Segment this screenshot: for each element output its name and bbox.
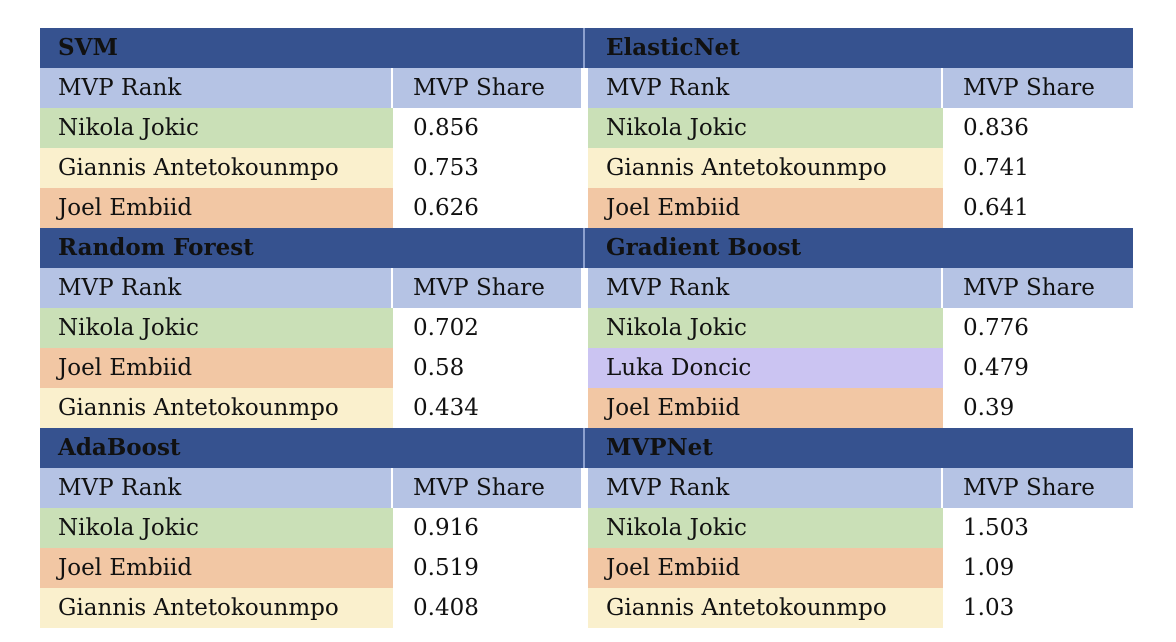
mvp-share-cell: 0.916 [393,508,581,548]
table-row: Joel Embiid 0.58 Luka Doncic 0.479 [40,348,1133,388]
player-name-cell: Joel Embiid [40,548,393,588]
table-gutter [581,588,588,628]
section-title: SVM [40,28,581,68]
section-title-row: SVM ElasticNet [40,28,1133,68]
mvp-share-cell: 0.641 [943,188,1133,228]
player-name-cell: Giannis Antetokounmpo [588,588,943,628]
mvp-share-cell: 0.434 [393,388,581,428]
column-header-half: MVP Rank MVP Share [40,68,581,108]
table-row: Nikola Jokic 0.916 Nikola Jokic 1.503 [40,508,1133,548]
column-header-share: MVP Share [963,475,1095,501]
column-header-half: MVP Rank MVP Share [588,68,1133,108]
player-name-cell: Nikola Jokic [588,108,943,148]
player-name-cell: Giannis Antetokounmpo [40,388,393,428]
section-title-divider [581,228,588,268]
mvp-share-cell: 0.753 [393,148,581,188]
player-name-cell: Joel Embiid [588,188,943,228]
section-title: AdaBoost [40,428,581,468]
mvp-share-cell: 0.856 [393,108,581,148]
column-header-row: MVP Rank MVP Share MVP Rank MVP Share [40,468,1133,508]
section-title: Random Forest [40,228,581,268]
section-title: ElasticNet [588,28,1133,68]
column-header-row: MVP Rank MVP Share MVP Rank MVP Share [40,268,1133,308]
player-name-cell: Joel Embiid [588,388,943,428]
player-name-cell: Nikola Jokic [588,308,943,348]
table-gutter [581,348,588,388]
table-row: Joel Embiid 0.626 Joel Embiid 0.641 [40,188,1133,228]
column-header-share: MVP Share [413,475,545,501]
table-gutter [581,388,588,428]
section-title-row: Random Forest Gradient Boost [40,228,1133,268]
player-name-cell: Joel Embiid [40,348,393,388]
column-header-rank: MVP Rank [606,75,730,101]
column-header-rank: MVP Rank [58,475,182,501]
mvp-share-cell: 0.408 [393,588,581,628]
player-name-cell: Giannis Antetokounmpo [40,148,393,188]
mvp-share-cell: 0.776 [943,308,1133,348]
column-header-share: MVP Share [413,75,545,101]
section-title-row: AdaBoost MVPNet [40,428,1133,468]
table-row: Nikola Jokic 0.856 Nikola Jokic 0.836 [40,108,1133,148]
table-row: Giannis Antetokounmpo 0.408 Giannis Anteto… [40,588,1133,628]
player-name-cell: Joel Embiid [588,548,943,588]
mvp-share-cell: 1.09 [943,548,1133,588]
mvp-share-cell: 0.58 [393,348,581,388]
column-header-share: MVP Share [963,75,1095,101]
section-title-divider [581,28,588,68]
table-gutter [581,108,588,148]
column-separator [391,468,393,508]
mvp-share-cell: 0.479 [943,348,1133,388]
table-row: Nikola Jokic 0.702 Nikola Jokic 0.776 [40,308,1133,348]
mvp-share-cell: 0.626 [393,188,581,228]
mvp-share-cell: 0.741 [943,148,1133,188]
section-title: MVPNet [588,428,1133,468]
player-name-cell: Nikola Jokic [40,308,393,348]
mvp-share-cell: 0.836 [943,108,1133,148]
table-row: Giannis Antetokounmpo 0.753 Giannis Anteto… [40,148,1133,188]
column-header-share: MVP Share [413,275,545,301]
column-header-half: MVP Rank MVP Share [588,468,1133,508]
column-separator [391,68,393,108]
mvp-share-cell: 1.03 [943,588,1133,628]
section-title: Gradient Boost [588,228,1133,268]
mvp-share-cell: 1.503 [943,508,1133,548]
table-gutter [581,468,588,508]
column-header-rank: MVP Rank [58,75,182,101]
player-name-cell: Nikola Jokic [40,508,393,548]
table-gutter [581,268,588,308]
table-gutter [581,548,588,588]
column-header-rank: MVP Rank [606,275,730,301]
table-gutter [581,68,588,108]
player-name-cell: Luka Doncic [588,348,943,388]
player-name-cell: Nikola Jokic [588,508,943,548]
column-header-rank: MVP Rank [58,275,182,301]
column-separator [391,268,393,308]
column-header-share: MVP Share [963,275,1095,301]
player-name-cell: Joel Embiid [40,188,393,228]
player-name-cell: Giannis Antetokounmpo [40,588,393,628]
column-header-half: MVP Rank MVP Share [40,468,581,508]
table-gutter [581,508,588,548]
column-header-rank: MVP Rank [606,475,730,501]
column-header-half: MVP Rank MVP Share [588,268,1133,308]
mvp-share-cell: 0.702 [393,308,581,348]
player-name-cell: Giannis Antetokounmpo [588,148,943,188]
section-title-divider [581,428,588,468]
table-row: Giannis Antetokounmpo 0.434 Joel Embiid 0.3… [40,388,1133,428]
mvp-model-comparison-table: SVM ElasticNet MVP Rank MVP Share MVP Rank MV… [40,28,1133,628]
table-gutter [581,308,588,348]
column-separator [941,268,943,308]
table-gutter [581,148,588,188]
column-header-row: MVP Rank MVP Share MVP Rank MVP Share [40,68,1133,108]
column-separator [941,468,943,508]
player-name-cell: Nikola Jokic [40,108,393,148]
column-separator [941,68,943,108]
mvp-share-cell: 0.39 [943,388,1133,428]
mvp-share-cell: 0.519 [393,548,581,588]
column-header-half: MVP Rank MVP Share [40,268,581,308]
table-row: Joel Embiid 0.519 Joel Embiid 1.09 [40,548,1133,588]
table-gutter [581,188,588,228]
